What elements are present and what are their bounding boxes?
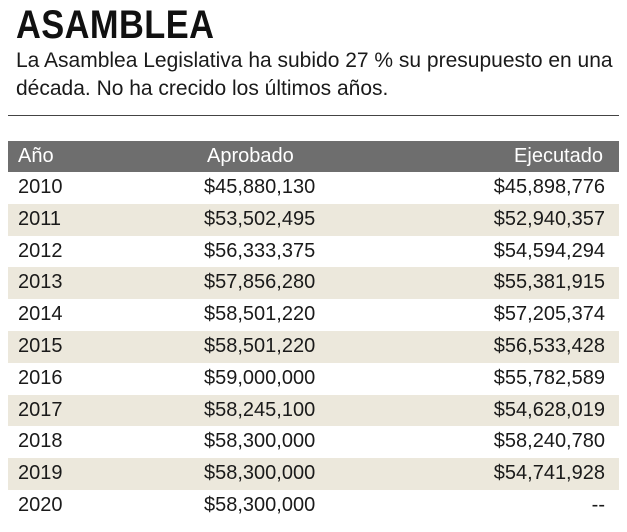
table-header-row: Año Aprobado Ejecutado <box>8 141 619 172</box>
year-cell: 2013 <box>18 271 63 294</box>
column-header-year: Año <box>18 145 54 167</box>
divider <box>8 115 619 116</box>
approved-cell: $58,300,000 <box>204 430 316 453</box>
approved-cell: $59,000,000 <box>204 366 316 389</box>
page-title: ASAMBLEA <box>16 3 215 47</box>
table-row: 2017 $58,245,100 $54,628,019 <box>8 394 619 427</box>
year-cell: 2011 <box>18 207 62 230</box>
table-row: 2014 $58,501,220 $57,205,374 <box>8 299 619 331</box>
year-cell: 2018 <box>18 430 63 453</box>
executed-cell: $55,782,589 <box>493 366 605 389</box>
year-cell: 2012 <box>18 239 63 262</box>
table-row: 2020 $58,300,000 -- <box>8 489 619 522</box>
executed-cell: $55,381,915 <box>493 271 605 294</box>
year-cell: 2015 <box>18 334 63 357</box>
executed-cell: $54,628,019 <box>493 398 605 421</box>
table-row: 2016 $59,000,000 $55,782,589 <box>8 362 619 395</box>
table-row: 2015 $58,501,220 $56,533,428 <box>8 330 619 363</box>
table-row: 2019 $58,300,000 $54,741,928 <box>8 458 619 490</box>
year-cell: 2017 <box>18 398 63 421</box>
executed-cell: $56,533,428 <box>493 334 605 357</box>
executed-cell: $58,240,780 <box>493 430 605 453</box>
approved-cell: $53,502,495 <box>204 207 316 230</box>
approved-cell: $58,501,220 <box>204 303 316 326</box>
table-row: 2018 $58,300,000 $58,240,780 <box>8 426 619 459</box>
executed-cell: $54,594,294 <box>493 239 605 262</box>
year-cell: 2019 <box>18 462 63 485</box>
year-cell: 2010 <box>18 176 63 198</box>
column-header-executed: Ejecutado <box>514 145 603 167</box>
approved-cell: $58,300,000 <box>204 462 316 485</box>
year-cell: 2014 <box>18 303 63 326</box>
approved-cell: $58,245,100 <box>204 398 316 421</box>
executed-cell: $54,741,928 <box>493 462 605 485</box>
budget-table: Año Aprobado Ejecutado 2010 $45,880,130 … <box>8 141 619 522</box>
table-row: 2010 $45,880,130 $45,898,776 <box>8 172 619 204</box>
executed-cell: -- <box>591 493 605 516</box>
approved-cell: $56,333,375 <box>204 239 316 262</box>
year-cell: 2020 <box>18 493 63 516</box>
table-row: 2013 $57,856,280 $55,381,915 <box>8 267 619 300</box>
table-row: 2011 $53,502,495 $52,940,357 <box>8 203 619 236</box>
executed-cell: $45,898,776 <box>493 176 605 198</box>
page-subtitle: La Asamblea Legislativa ha subido 27 % s… <box>16 49 613 100</box>
year-cell: 2016 <box>18 366 63 389</box>
approved-cell: $45,880,130 <box>204 176 316 198</box>
table-row: 2012 $56,333,375 $54,594,294 <box>8 235 619 268</box>
executed-cell: $57,205,374 <box>493 303 605 326</box>
approved-cell: $58,300,000 <box>204 493 316 516</box>
approved-cell: $57,856,280 <box>204 271 316 294</box>
executed-cell: $52,940,357 <box>493 207 605 230</box>
approved-cell: $58,501,220 <box>204 334 316 357</box>
column-header-approved: Aprobado <box>207 145 294 167</box>
